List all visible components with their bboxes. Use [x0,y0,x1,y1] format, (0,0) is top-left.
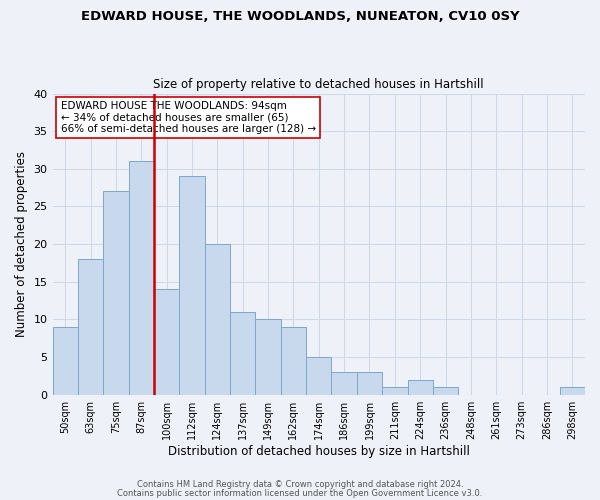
Bar [205,244,230,394]
Title: Size of property relative to detached houses in Hartshill: Size of property relative to detached ho… [154,78,484,91]
Bar [281,327,306,394]
Bar [256,320,281,394]
Bar [78,259,103,394]
X-axis label: Distribution of detached houses by size in Hartshill: Distribution of detached houses by size … [168,444,470,458]
Bar [407,380,433,394]
Bar [128,162,154,394]
Y-axis label: Number of detached properties: Number of detached properties [15,151,28,337]
Bar [433,387,458,394]
Bar [382,387,407,394]
Bar [331,372,357,394]
Text: EDWARD HOUSE, THE WOODLANDS, NUNEATON, CV10 0SY: EDWARD HOUSE, THE WOODLANDS, NUNEATON, C… [80,10,520,23]
Text: EDWARD HOUSE THE WOODLANDS: 94sqm
← 34% of detached houses are smaller (65)
66% : EDWARD HOUSE THE WOODLANDS: 94sqm ← 34% … [61,101,316,134]
Bar [357,372,382,394]
Bar [154,290,179,395]
Text: Contains HM Land Registry data © Crown copyright and database right 2024.: Contains HM Land Registry data © Crown c… [137,480,463,489]
Bar [103,192,128,394]
Bar [230,312,256,394]
Text: Contains public sector information licensed under the Open Government Licence v3: Contains public sector information licen… [118,490,482,498]
Bar [560,387,585,394]
Bar [53,327,78,394]
Bar [179,176,205,394]
Bar [306,357,331,395]
